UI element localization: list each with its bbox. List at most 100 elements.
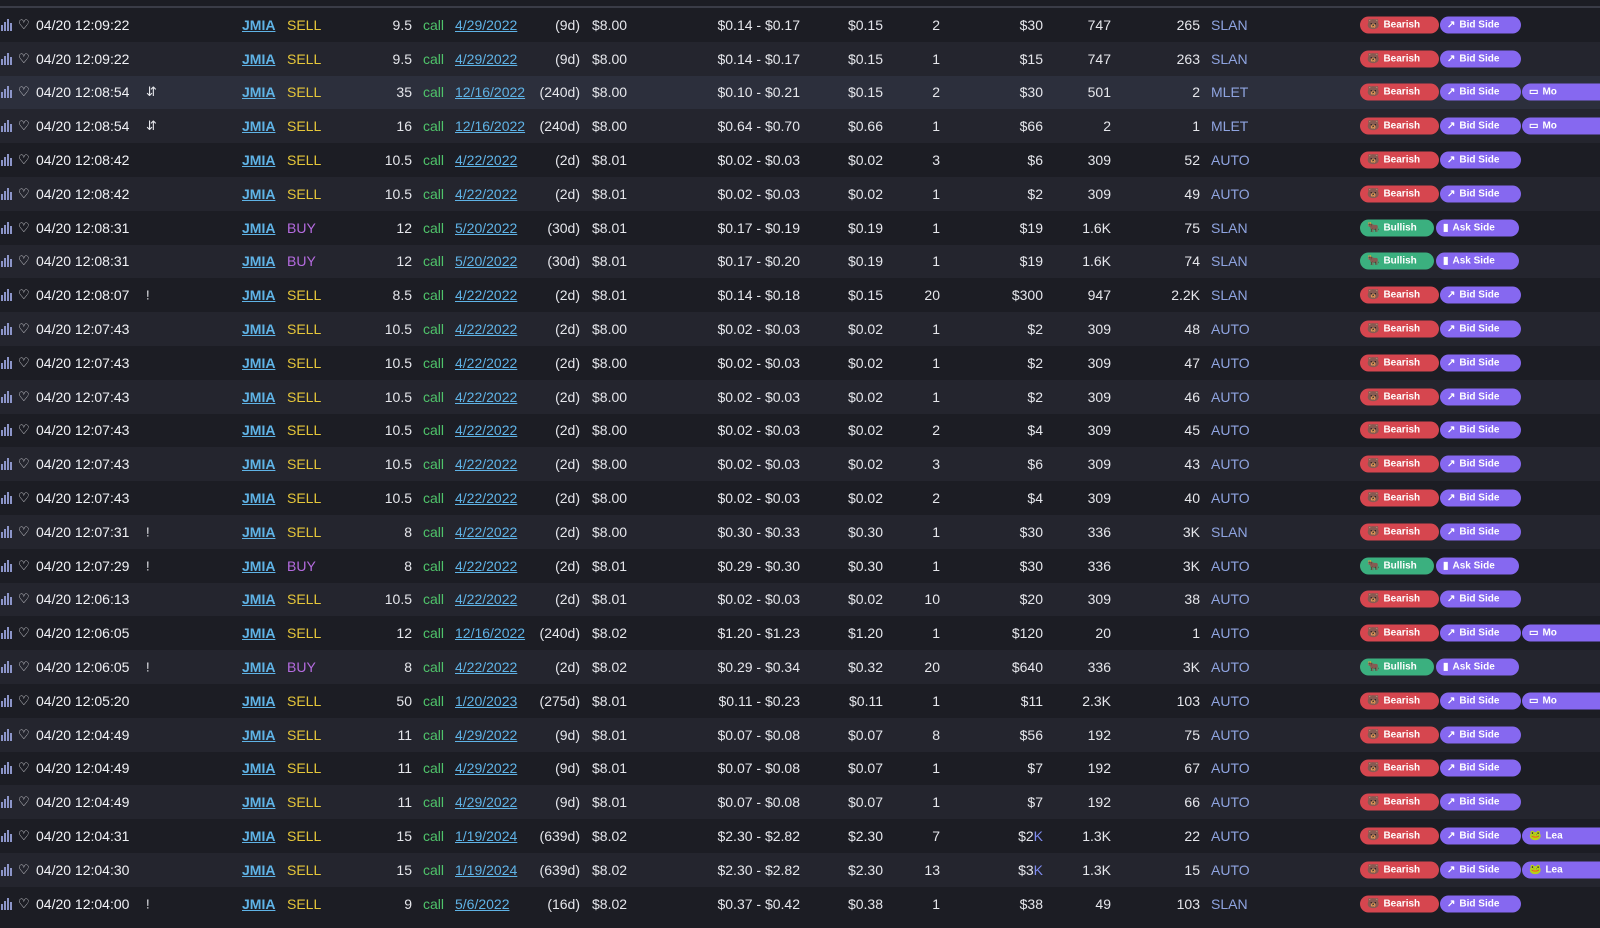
more-badge[interactable]: ▭ Mo [1522,83,1600,101]
ticker-link[interactable]: JMIA [242,219,276,236]
ticker-link[interactable]: JMIA [242,354,276,371]
bullish-badge[interactable]: 🐂 Bullish [1360,252,1434,270]
heart-icon[interactable]: ♡ [18,591,30,607]
ask-side-badge[interactable]: ▮ Ask Side [1436,219,1519,237]
bullish-badge[interactable]: 🐂 Bullish [1360,219,1434,237]
heart-icon[interactable]: ♡ [18,321,30,337]
bid-side-badge[interactable]: ↗ Bid Side [1440,793,1521,811]
more-badge[interactable]: ▭ Mo [1522,624,1600,642]
table-row[interactable]: ♡ 04/20 12:04:49 JMIA SELL 11 call 4/29/2022 (9… [0,752,1600,786]
bar-chart-icon[interactable] [1,830,13,843]
bid-side-badge[interactable]: ↗ Bid Side [1440,286,1521,304]
bar-chart-icon[interactable] [1,154,13,167]
bid-side-badge[interactable]: ↗ Bid Side [1440,523,1521,541]
bearish-badge[interactable]: 🐻 Bearish [1360,759,1439,777]
heart-icon[interactable]: ♡ [18,287,30,303]
bar-chart-icon[interactable] [1,762,13,775]
expiry-link[interactable]: 4/22/2022 [455,591,518,608]
ticker-link[interactable]: JMIA [242,828,276,845]
heart-icon[interactable]: ♡ [18,861,30,877]
expiry-link[interactable]: 4/22/2022 [455,321,518,338]
expiry-link[interactable]: 4/22/2022 [455,388,518,405]
bar-chart-icon[interactable] [1,458,13,471]
bearish-badge[interactable]: 🐻 Bearish [1360,455,1439,473]
heart-icon[interactable]: ♡ [18,828,30,844]
ticker-link[interactable]: JMIA [242,152,276,169]
ticker-link[interactable]: JMIA [242,16,276,33]
bar-chart-icon[interactable] [1,593,13,606]
bearish-badge[interactable]: 🐻 Bearish [1360,489,1439,507]
more-badge[interactable]: ▭ Mo [1522,692,1600,710]
expiry-link[interactable]: 1/20/2023 [455,692,518,709]
expiry-link[interactable]: 4/29/2022 [455,794,518,811]
bar-chart-icon[interactable] [1,728,13,741]
table-row[interactable]: ♡ 04/20 12:08:42 JMIA SELL 10.5 call 4/22/2022… [0,143,1600,177]
ticker-link[interactable]: JMIA [242,456,276,473]
bid-side-badge[interactable]: ↗ Bid Side [1440,16,1521,34]
heart-icon[interactable]: ♡ [18,118,30,134]
heart-icon[interactable]: ♡ [18,152,30,168]
expiry-link[interactable]: 4/29/2022 [455,50,518,67]
heart-icon[interactable]: ♡ [18,388,30,404]
bid-side-badge[interactable]: ↗ Bid Side [1440,151,1521,169]
expiry-link[interactable]: 1/19/2024 [455,828,518,845]
expiry-link[interactable]: 4/22/2022 [455,456,518,473]
bearish-badge[interactable]: 🐻 Bearish [1360,117,1439,135]
expiry-link[interactable]: 4/29/2022 [455,726,518,743]
bar-chart-icon[interactable] [1,52,13,65]
expiry-link[interactable]: 4/29/2022 [455,16,518,33]
table-row[interactable]: ♡ 04/20 12:09:22 JMIA SELL 9.5 call 4/29/2022 (… [0,8,1600,42]
expiry-link[interactable]: 4/22/2022 [455,287,518,304]
bid-side-badge[interactable]: ↗ Bid Side [1440,827,1521,845]
bearish-badge[interactable]: 🐻 Bearish [1360,523,1439,541]
bearish-badge[interactable]: 🐻 Bearish [1360,83,1439,101]
bearish-badge[interactable]: 🐻 Bearish [1360,624,1439,642]
heart-icon[interactable]: ♡ [18,185,30,201]
expiry-link[interactable]: 4/22/2022 [455,185,518,202]
bearish-badge[interactable]: 🐻 Bearish [1360,895,1439,913]
table-row[interactable]: ♡ 04/20 12:07:43 JMIA SELL 10.5 call 4/22/2022… [0,481,1600,515]
bid-side-badge[interactable]: ↗ Bid Side [1440,455,1521,473]
heart-icon[interactable]: ♡ [18,794,30,810]
expiry-link[interactable]: 4/22/2022 [455,422,518,439]
bar-chart-icon[interactable] [1,627,13,640]
table-row[interactable]: ♡ 04/20 12:07:43 JMIA SELL 10.5 call 4/22/2022… [0,312,1600,346]
ticker-link[interactable]: JMIA [242,50,276,67]
bar-chart-icon[interactable] [1,187,13,200]
expiry-link[interactable]: 1/19/2024 [455,861,518,878]
bar-chart-icon[interactable] [1,897,13,910]
ticker-link[interactable]: JMIA [242,794,276,811]
table-row[interactable]: ♡ 04/20 12:09:22 JMIA SELL 9.5 call 4/29/2022 (… [0,41,1600,76]
bid-side-badge[interactable]: ↗ Bid Side [1440,759,1521,777]
ticker-link[interactable]: JMIA [242,388,276,405]
bar-chart-icon[interactable] [1,492,13,505]
bid-side-badge[interactable]: ↗ Bid Side [1440,388,1521,406]
table-row[interactable]: ♡ 04/20 12:04:30 JMIA SELL 15 call 1/19/2024 (6… [0,852,1600,887]
bid-side-badge[interactable]: ↗ Bid Side [1440,117,1521,135]
heart-icon[interactable]: ♡ [18,50,30,66]
table-row[interactable]: ♡ 04/20 12:08:54 ⇵ JMIA SELL 16 call 12/16/2022… [0,109,1600,144]
ticker-link[interactable]: JMIA [242,760,276,777]
bar-chart-icon[interactable] [1,255,13,268]
bullish-badge[interactable]: 🐂 Bullish [1360,557,1434,575]
table-row[interactable]: ♡ 04/20 12:06:13 JMIA SELL 10.5 call 4/22/2022… [0,582,1600,617]
heart-icon[interactable]: ♡ [18,659,30,675]
bid-side-badge[interactable]: ↗ Bid Side [1440,320,1521,338]
bar-chart-icon[interactable] [1,390,13,403]
bearish-badge[interactable]: 🐻 Bearish [1360,827,1439,845]
bearish-badge[interactable]: 🐻 Bearish [1360,16,1439,34]
expiry-link[interactable]: 4/22/2022 [455,557,518,574]
bearish-badge[interactable]: 🐻 Bearish [1360,50,1439,68]
table-row[interactable]: ♡ 04/20 12:06:05! JMIA BUY 8 call 4/22/2022 (2d… [0,650,1600,684]
ticker-link[interactable]: JMIA [242,422,276,439]
table-row[interactable]: ♡ 04/20 12:08:07! JMIA SELL 8.5 call 4/22/2022… [0,278,1600,312]
bar-chart-icon[interactable] [1,356,13,369]
leap-badge[interactable]: 🐸 Lea [1522,827,1600,845]
ask-side-badge[interactable]: ▮ Ask Side [1436,557,1519,575]
table-row[interactable]: ♡ 04/20 12:07:43 JMIA SELL 10.5 call 4/22/2022… [0,346,1600,380]
table-row[interactable]: ♡ 04/20 12:07:43 JMIA SELL 10.5 call 4/22/2022… [0,414,1600,448]
expiry-link[interactable]: 4/22/2022 [455,152,518,169]
ticker-link[interactable]: JMIA [242,557,276,574]
ticker-link[interactable]: JMIA [242,726,276,743]
bullish-badge[interactable]: 🐂 Bullish [1360,658,1434,676]
